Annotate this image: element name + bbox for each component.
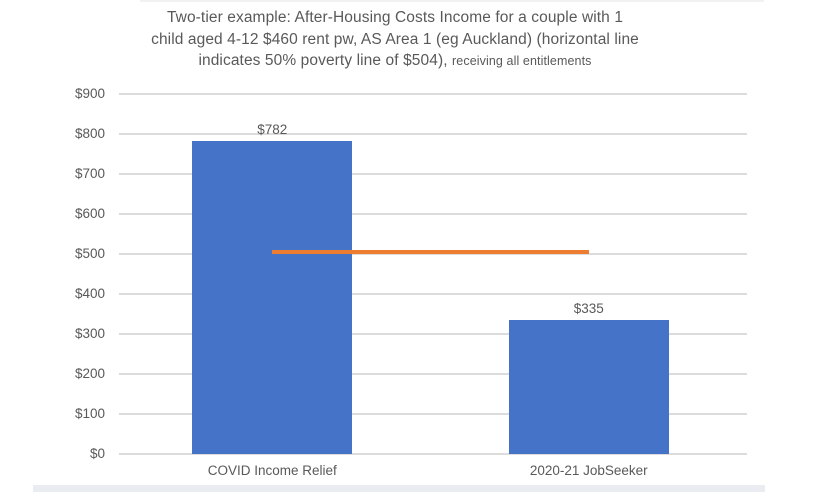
x-axis-category-label: 2020-21 JobSeeker <box>529 463 648 478</box>
bar-data-label: $335 <box>573 301 604 316</box>
chart-title-line-3: indicates 50% poverty line of $504), rec… <box>198 52 592 69</box>
y-axis-tick-label: $400 <box>74 286 105 301</box>
gridline <box>119 413 747 415</box>
x-axis-category-label: COVID Income Relief <box>207 463 337 478</box>
y-axis-tick-label: $300 <box>74 326 105 341</box>
y-axis-tick-label: $500 <box>74 246 105 261</box>
chart-title-line-2: child aged 4-12 $460 rent pw, AS Area 1 … <box>151 30 639 48</box>
chart-title-line-1: Two-tier example: After-Housing Costs In… <box>166 9 624 26</box>
chart-title-subtext: receiving all entitlements <box>452 54 592 68</box>
gridline <box>119 173 747 175</box>
gridline <box>119 373 747 375</box>
poverty-reference-line <box>272 250 589 255</box>
y-axis-tick-label: $200 <box>74 366 105 381</box>
y-axis-tick-label: $800 <box>74 126 105 141</box>
gridline <box>119 133 747 135</box>
bar <box>508 320 669 454</box>
y-axis-tick-label: $900 <box>74 86 105 101</box>
y-axis-tick-label: $700 <box>74 166 105 181</box>
y-axis-tick-label: $0 <box>89 446 105 461</box>
y-axis-tick-label: $100 <box>74 406 105 421</box>
chart-title: Two-tier example: After-Housing Costs In… <box>0 7 790 73</box>
top-edge-strip <box>140 0 764 2</box>
gridline <box>119 93 747 95</box>
bar-data-label: $782 <box>257 122 288 138</box>
bar <box>192 141 353 454</box>
gridline <box>119 453 747 455</box>
bottom-edge-strip <box>33 485 765 492</box>
gridline <box>119 293 747 295</box>
gridline <box>119 213 747 215</box>
gridline <box>119 333 747 335</box>
y-axis-tick-label: $600 <box>74 206 105 221</box>
